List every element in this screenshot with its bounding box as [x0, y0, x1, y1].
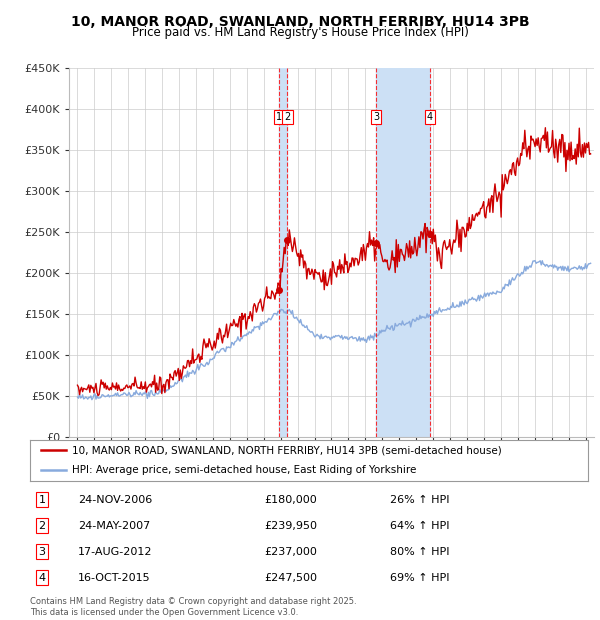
- Text: Contains HM Land Registry data © Crown copyright and database right 2025.
This d: Contains HM Land Registry data © Crown c…: [30, 598, 356, 617]
- Text: 3: 3: [373, 112, 379, 122]
- Text: £180,000: £180,000: [264, 495, 317, 505]
- Bar: [376, 68, 430, 437]
- Text: 4: 4: [427, 112, 433, 122]
- Text: 10, MANOR ROAD, SWANLAND, NORTH FERRIBY, HU14 3PB (semi-detached house): 10, MANOR ROAD, SWANLAND, NORTH FERRIBY,…: [72, 445, 502, 455]
- Text: 69% ↑ HPI: 69% ↑ HPI: [390, 573, 449, 583]
- Text: 17-AUG-2012: 17-AUG-2012: [78, 547, 152, 557]
- Text: 10, MANOR ROAD, SWANLAND, NORTH FERRIBY, HU14 3PB: 10, MANOR ROAD, SWANLAND, NORTH FERRIBY,…: [71, 16, 529, 30]
- Text: 1: 1: [38, 495, 46, 505]
- Text: HPI: Average price, semi-detached house, East Riding of Yorkshire: HPI: Average price, semi-detached house,…: [72, 466, 416, 476]
- Text: 4: 4: [38, 573, 46, 583]
- Bar: [279, 68, 287, 437]
- Text: 2: 2: [284, 112, 290, 122]
- Text: 1: 1: [276, 112, 282, 122]
- Text: £237,000: £237,000: [264, 547, 317, 557]
- Text: 2: 2: [38, 521, 46, 531]
- Text: 26% ↑ HPI: 26% ↑ HPI: [390, 495, 449, 505]
- Text: 24-MAY-2007: 24-MAY-2007: [78, 521, 150, 531]
- Text: 16-OCT-2015: 16-OCT-2015: [78, 573, 151, 583]
- Text: 3: 3: [38, 547, 46, 557]
- Text: Price paid vs. HM Land Registry's House Price Index (HPI): Price paid vs. HM Land Registry's House …: [131, 26, 469, 39]
- Text: £247,500: £247,500: [264, 573, 317, 583]
- Text: 80% ↑ HPI: 80% ↑ HPI: [390, 547, 449, 557]
- Text: 64% ↑ HPI: 64% ↑ HPI: [390, 521, 449, 531]
- Text: 24-NOV-2006: 24-NOV-2006: [78, 495, 152, 505]
- Text: £239,950: £239,950: [264, 521, 317, 531]
